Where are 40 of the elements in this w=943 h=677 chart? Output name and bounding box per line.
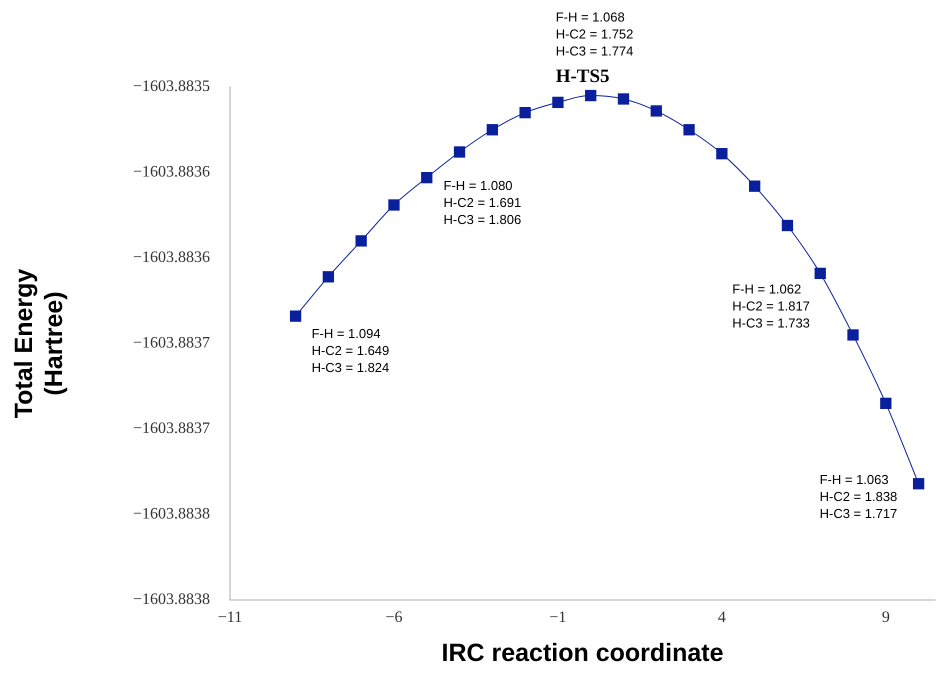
annotation: F-H = 1.062 H-C2 = 1.817 H-C3 = 1.733 <box>732 281 810 330</box>
annotation: F-H = 1.080 H-C2 = 1.691 H-C3 = 1.806 <box>444 178 522 228</box>
point <box>683 124 695 136</box>
point <box>847 329 859 341</box>
point <box>782 220 794 232</box>
point <box>618 93 630 105</box>
point <box>748 180 760 192</box>
x-tick-label: 4 <box>718 608 726 626</box>
y-tick-label: −1603.8838 <box>132 506 210 523</box>
y-tick-label: −1603.8838 <box>132 591 210 608</box>
point <box>552 96 564 108</box>
y-tick-label: −1603.8836 <box>132 249 210 266</box>
point <box>290 310 302 322</box>
y-axis-title: Total Energy (Hartree) <box>10 268 68 418</box>
y-tick-label: −1603.8835 <box>132 78 210 96</box>
point <box>421 172 432 184</box>
point <box>356 235 367 247</box>
annotation: F-H = 1.068 H-C2 = 1.752 H-C3 = 1.774 <box>556 10 634 59</box>
point <box>322 271 334 282</box>
annotation: F-H = 1.063 H-C2 = 1.838 H-C3 = 1.717 <box>820 472 898 521</box>
y-tick-label: −1603.8836 <box>132 164 210 181</box>
x-tick-label: −1 <box>549 608 566 626</box>
point <box>585 90 596 102</box>
annotation: H-TS5 <box>556 66 610 87</box>
point <box>454 146 466 158</box>
x-tick-label: 9 <box>882 608 890 626</box>
point <box>880 398 892 410</box>
x-tick-label: −11 <box>218 608 242 626</box>
point <box>814 268 826 280</box>
x-tick-label: −6 <box>385 608 402 626</box>
x-axis-title: IRC reaction coordinate <box>442 638 724 667</box>
point <box>519 106 531 118</box>
point <box>486 124 498 136</box>
annotation: F-H = 1.094 H-C2 = 1.649 H-C3 = 1.824 <box>312 326 390 376</box>
point <box>912 478 924 490</box>
point <box>716 148 728 160</box>
point <box>650 105 662 117</box>
y-tick-label: −1603.8837 <box>132 420 210 438</box>
point <box>388 199 400 211</box>
y-tick-label: −1603.8837 <box>132 334 210 352</box>
